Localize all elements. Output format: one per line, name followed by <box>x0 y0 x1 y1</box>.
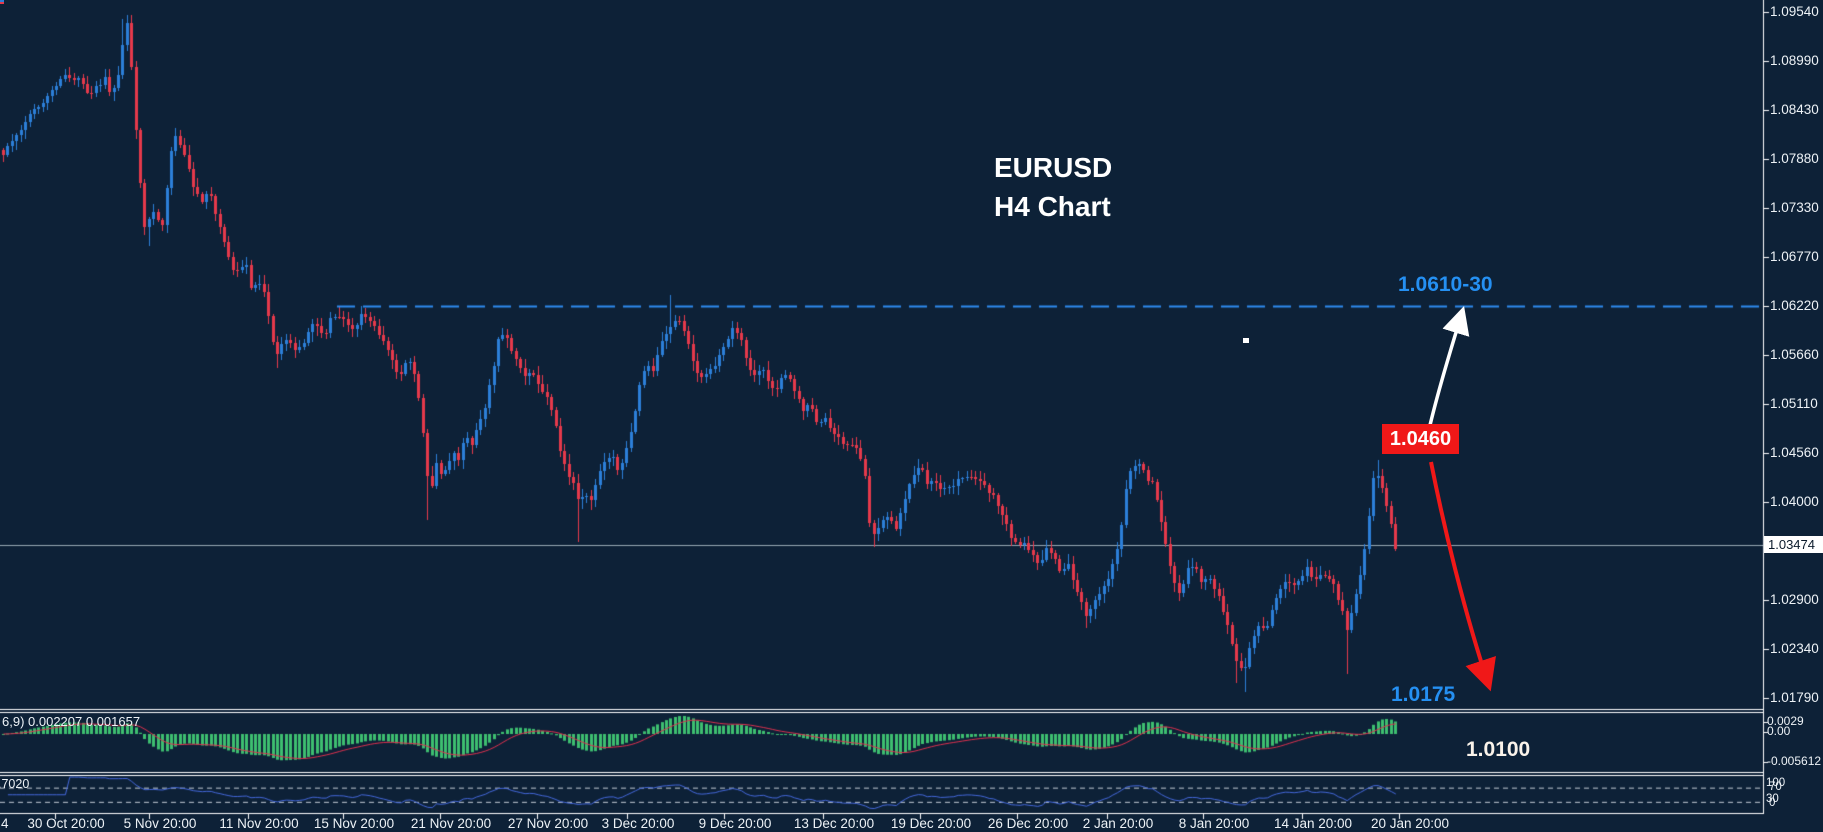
time-tick-label: 4 <box>1 816 9 831</box>
price-tick-label: 1.05110 <box>1770 396 1818 411</box>
price-tick-label: 1.08430 <box>1770 102 1819 117</box>
time-tick-label: 13 Dec 20:00 <box>793 816 875 831</box>
time-tick-label: 21 Nov 20:00 <box>410 816 492 831</box>
chart-title[interactable]: EURUSD H4 Chart <box>994 148 1112 226</box>
price-tick-label: 1.09540 <box>1770 4 1819 19</box>
price-tick-label: 1.05660 <box>1770 347 1819 362</box>
macd-scale-label: 0.0029 <box>1767 714 1804 728</box>
chart-title-symbol: EURUSD <box>994 152 1113 183</box>
rsi-scale-label: 70 <box>1769 781 1782 793</box>
time-tick-label: 5 Nov 20:00 <box>123 816 197 831</box>
time-tick-label: 26 Dec 20:00 <box>987 816 1069 831</box>
current-price-value: 1.03474 <box>1768 537 1815 552</box>
entry-price-badge[interactable]: 1.0460 <box>1382 424 1459 454</box>
time-tick-label: 2 Jan 20:00 <box>1082 816 1154 831</box>
price-tick-label: 1.04560 <box>1770 445 1819 460</box>
price-tick-label: 1.07880 <box>1770 151 1819 166</box>
chart-title-timeframe: H4 Chart <box>994 191 1111 222</box>
time-tick-label: 30 Oct 20:00 <box>27 816 105 831</box>
macd-scale-label: -0.005612 <box>1767 754 1822 768</box>
macd-scale-label: 0.00 <box>1767 724 1791 738</box>
price-tick-label: 1.04000 <box>1770 494 1819 509</box>
corner-artifact <box>0 0 4 4</box>
price-tick-label: 1.06770 <box>1770 249 1819 264</box>
time-tick-label: 8 Jan 20:00 <box>1178 816 1250 831</box>
chart-speck-artifact <box>1243 338 1249 343</box>
rsi-scale-label: 30 <box>1766 793 1779 805</box>
time-tick-label: 14 Jan 20:00 <box>1273 816 1353 831</box>
current-price-box: 1.03474 <box>1764 536 1823 553</box>
rsi-scale-label: 0 <box>1769 797 1776 809</box>
macd-indicator-label: 6,9) 0.002207 0.001657 <box>2 714 141 729</box>
time-tick-label: 9 Dec 20:00 <box>698 816 772 831</box>
price-tick-label: 1.02900 <box>1770 592 1819 607</box>
price-tick-label: 1.06220 <box>1770 298 1819 313</box>
time-tick-label: 15 Nov 20:00 <box>313 816 395 831</box>
price-tick-label: 1.02340 <box>1770 641 1819 656</box>
price-tick-label: 1.01790 <box>1770 690 1819 705</box>
price-tick-label: 1.08990 <box>1770 53 1819 68</box>
time-tick-label: 19 Dec 20:00 <box>890 816 972 831</box>
support-level-label[interactable]: 1.0175 <box>1391 683 1456 706</box>
time-tick-label: 3 Dec 20:00 <box>601 816 675 831</box>
resistance-zone-label[interactable]: 1.0610-30 <box>1398 273 1493 296</box>
rsi-scale-label: 100 <box>1766 777 1786 789</box>
time-tick-label: 11 Nov 20:00 <box>219 816 299 831</box>
time-tick-label: 27 Nov 20:00 <box>507 816 589 831</box>
rsi-indicator-label: .7020 <box>0 777 30 791</box>
price-tick-label: 1.07330 <box>1770 200 1819 215</box>
time-tick-label: 20 Jan 20:00 <box>1370 816 1450 831</box>
target-price-label[interactable]: 1.0100 <box>1466 738 1531 761</box>
